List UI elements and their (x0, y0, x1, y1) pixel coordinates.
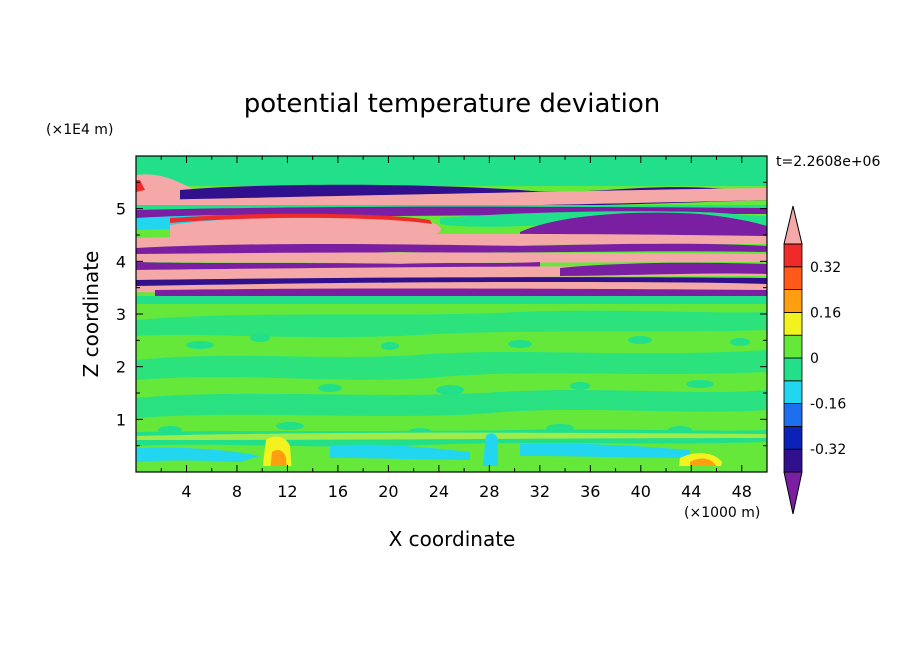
contour-band (520, 443, 690, 458)
contour-band (136, 243, 767, 254)
colorbar-band (783, 334, 803, 359)
y-tick-label: 2 (116, 358, 126, 377)
y-axis-label: Z coordinate (79, 251, 103, 378)
colorbar-band (783, 289, 803, 313)
x-tick-label: 16 (328, 482, 348, 501)
x-tick-label: 20 (378, 482, 398, 501)
colorbar-tick-label: 0 (810, 351, 819, 367)
contour-band (170, 213, 432, 224)
contour-band (136, 390, 767, 418)
contour-band (136, 156, 767, 186)
colorbar: 0.32 0.16 0 -0.16 -0.32 (783, 205, 846, 515)
contour-band (136, 350, 767, 380)
x-tick-label: 28 (479, 482, 499, 501)
x-tick-label: 24 (429, 482, 449, 501)
contour-band (482, 433, 498, 472)
colorbar-band (783, 425, 803, 450)
colorbar-band (783, 266, 803, 290)
contour-band (136, 432, 767, 440)
colorbar-band (783, 448, 803, 473)
y-unit-label: (×1E4 m) (46, 122, 113, 138)
y-tick-label: 3 (116, 305, 126, 324)
y-tick-label: 1 (116, 410, 126, 429)
x-unit-label: (×1000 m) (684, 505, 760, 521)
colorbar-band (783, 403, 803, 427)
contour-band (330, 444, 470, 460)
contour-band (170, 216, 441, 238)
colorbar-band (783, 380, 803, 404)
colorbar-extend-high (783, 205, 803, 245)
y-axis: 1 2 3 4 5 (116, 181, 767, 447)
colorbar-tick-label: 0.16 (810, 305, 841, 321)
colorbar-band (783, 357, 803, 382)
contour-band (136, 252, 767, 263)
x-tick-label: 40 (631, 482, 651, 501)
plot-area (136, 156, 767, 472)
contour-band (155, 288, 767, 298)
contour-band (560, 262, 767, 276)
contour-band (136, 466, 767, 472)
x-axis: 4 8 12 16 20 24 28 32 36 40 44 48 (160, 156, 752, 501)
y-tick-label: 4 (116, 252, 126, 271)
time-label: t=2.2608e+06 (776, 154, 880, 170)
colorbar-tick-label: -0.32 (810, 442, 846, 458)
x-tick-label: 44 (681, 482, 701, 501)
chart-title: potential temperature deviation (244, 89, 660, 119)
contour-band (136, 310, 767, 338)
colorbar-band (783, 311, 803, 336)
contour-band (136, 296, 767, 304)
contour-band (520, 212, 767, 241)
colorbar-tick-label: 0.32 (810, 260, 841, 276)
colorbar-extend-low (783, 471, 803, 515)
contour-band (136, 180, 145, 192)
colorbar-band (783, 243, 803, 268)
x-tick-label: 48 (732, 482, 752, 501)
contour-band (136, 447, 260, 462)
y-tick-label: 5 (116, 200, 126, 219)
x-tick-label: 8 (232, 482, 242, 501)
x-tick-label: 36 (580, 482, 600, 501)
x-tick-label: 32 (530, 482, 550, 501)
x-tick-label: 4 (181, 482, 191, 501)
x-axis-label: X coordinate (389, 527, 516, 551)
x-tick-label: 12 (277, 482, 297, 501)
colorbar-tick-label: -0.16 (810, 397, 846, 413)
